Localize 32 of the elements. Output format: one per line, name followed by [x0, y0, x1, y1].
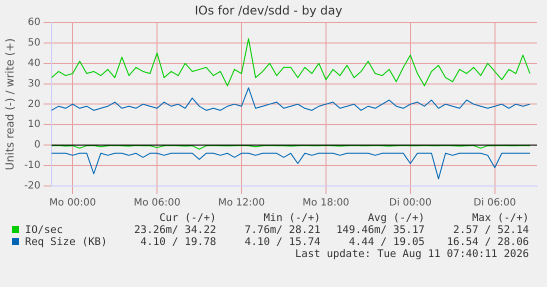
x-tick-label: Di 00:00 [389, 198, 432, 209]
text: 7.76m/ 28.21 [244, 224, 320, 236]
y-tick-label: 30 [28, 78, 41, 90]
legend-label: Req Size (KB) [24, 236, 108, 248]
text: Min (-/+) [262, 212, 320, 224]
text: 4.10 / 19.78 [139, 236, 216, 248]
text: 149.46m/ 35.17 [335, 224, 425, 236]
y-tick-label: 10 [28, 119, 41, 130]
y-tick-label: 40 [28, 58, 41, 69]
y-tick-label: 20 [28, 98, 41, 110]
chart-title: IOs for /dev/sdd - by day [194, 3, 342, 18]
text: Last update: Tue Aug 11 07:40:11 2026 [294, 248, 529, 260]
text: 4.10 / 15.74 [244, 236, 320, 248]
text: 16.54 / 28.06 [446, 236, 529, 248]
y-tick-label: 50 [28, 37, 41, 48]
legend-label: IO/sec [24, 224, 64, 236]
y-axis-title: Units read (-) / write (+) [3, 38, 16, 170]
x-tick-label: Di 06:00 [474, 198, 516, 209]
text: Avg (-/+) [366, 212, 425, 224]
y-tick-label: -20 [24, 180, 41, 192]
y-tick-label: 0 [34, 140, 41, 151]
x-tick-label: Mo 06:00 [134, 198, 180, 209]
x-tick-label: Mo 00:00 [49, 198, 96, 209]
text: 4.44 / 19.05 [348, 236, 425, 248]
y-tick-label: 60 [28, 16, 41, 28]
x-tick-label: Mo 12:00 [218, 198, 265, 209]
text: 23.26m/ 34.22 [133, 224, 216, 236]
text: Max (-/+) [471, 212, 529, 224]
text: Cur (-/+) [158, 212, 216, 224]
y-tick-label: -10 [24, 160, 41, 172]
text: 2.57 / 52.14 [452, 224, 529, 236]
x-tick-label: Mo 18:00 [302, 198, 350, 209]
